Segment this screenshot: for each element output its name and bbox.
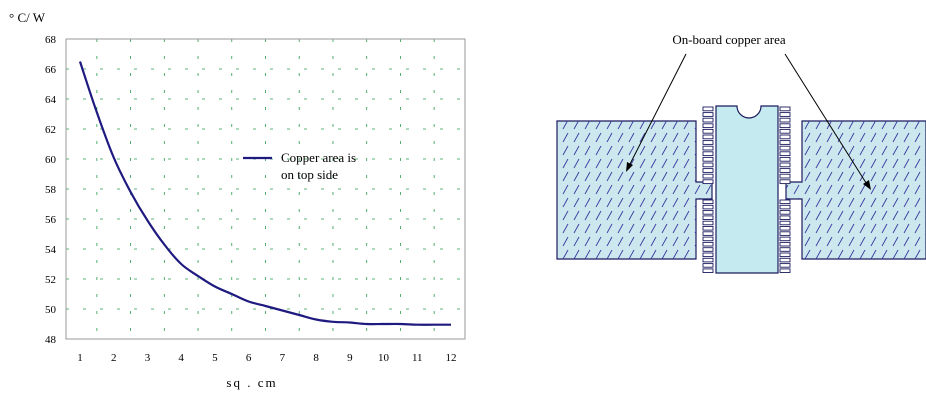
pin-left (702, 263, 714, 268)
pin-right (779, 112, 791, 117)
pin-right (779, 263, 791, 268)
pin-right (779, 145, 791, 151)
pin-right (779, 247, 791, 252)
y-axis-label: ° C/ W (9, 10, 46, 25)
pin-right (779, 179, 791, 185)
y-tick-label: 60 (45, 154, 57, 166)
pin-right (779, 128, 791, 134)
label-arrows (626, 53, 871, 190)
y-tick-label: 54 (45, 244, 57, 256)
x-tick-label: 5 (212, 352, 218, 364)
pin-right (779, 156, 791, 162)
pin-left (702, 117, 714, 123)
x-tick-label: 6 (246, 352, 252, 364)
pin-left (702, 236, 714, 242)
pin-left (702, 179, 714, 185)
series-line-copper-top (78, 61, 451, 326)
pin-left (702, 204, 714, 210)
y-tick-label: 50 (45, 304, 57, 316)
x-axis-label: sq . cm (226, 375, 277, 390)
x-tick-label: 8 (313, 352, 319, 364)
pin-right (779, 215, 791, 220)
legend-entry: Copper area is (281, 150, 356, 165)
ic-pins (702, 106, 791, 273)
y-tick-label: 48 (45, 334, 57, 346)
pin-right (779, 151, 791, 157)
pin-left (702, 199, 714, 205)
pin-left (702, 128, 714, 134)
pin-right (779, 168, 791, 173)
y-tick-label: 66 (45, 64, 57, 76)
pin-right (779, 210, 791, 215)
pin-left (702, 112, 714, 117)
right-copper-area (785, 120, 926, 260)
pin-right (779, 106, 791, 112)
pin-left (702, 210, 714, 215)
pin-right (779, 140, 791, 145)
pin-right (779, 117, 791, 123)
pin-right (779, 173, 791, 179)
pin-left (702, 162, 714, 168)
y-tick-label: 58 (45, 184, 57, 196)
pin-left (702, 241, 714, 247)
x-tick-label: 11 (412, 352, 423, 364)
legend-entry-line2: on top side (281, 167, 338, 182)
pin-left (702, 215, 714, 220)
pin-left (702, 123, 714, 129)
pin-left (702, 226, 714, 231)
pin-left (702, 106, 714, 112)
pin-right (779, 241, 791, 247)
left-copper-area (556, 120, 713, 260)
pin-left (702, 145, 714, 151)
y-tick-label: 62 (45, 124, 56, 136)
pin-left (702, 220, 714, 226)
x-tick-label: 4 (178, 352, 184, 364)
x-tick-label: 10 (378, 352, 390, 364)
pin-right (779, 268, 791, 273)
pin-right (779, 123, 791, 129)
pin-left (702, 257, 714, 263)
pin-left (702, 268, 714, 273)
pin-right (779, 204, 791, 210)
pin-right (779, 231, 791, 236)
y-tick-label: 68 (45, 34, 57, 46)
copper-area-label: On-board copper area (672, 32, 786, 47)
pin-left (702, 231, 714, 236)
x-tick-label: 3 (145, 352, 151, 364)
y-tick-label: 64 (45, 94, 57, 106)
x-tick-label: 2 (111, 352, 117, 364)
pin-left (702, 140, 714, 145)
pin-right (779, 220, 791, 226)
pin-right (779, 257, 791, 263)
y-tick-labels: 48 50 52 54 56 58 60 62 64 66 68 (45, 34, 57, 346)
plot-frame (65, 38, 466, 340)
pin-left (702, 134, 714, 140)
pin-right (779, 236, 791, 242)
y-tick-label: 52 (45, 274, 56, 286)
x-tick-label: 12 (446, 352, 457, 364)
pin-left (702, 173, 714, 179)
pin-left (702, 156, 714, 162)
pin-right (779, 162, 791, 168)
x-tick-label: 1 (77, 352, 83, 364)
ic-package (715, 105, 779, 274)
pin-left (702, 168, 714, 173)
x-tick-label: 7 (280, 352, 286, 364)
pin-left (702, 151, 714, 157)
x-tick-label: 9 (347, 352, 353, 364)
pin-right (779, 134, 791, 140)
pin-left (702, 247, 714, 252)
pin-right (779, 226, 791, 231)
pin-right (779, 199, 791, 205)
pin-right (779, 252, 791, 258)
y-tick-label: 56 (45, 214, 57, 226)
pin-left (702, 252, 714, 258)
x-tick-labels: 1 2 3 4 5 6 7 8 9 10 11 12 (77, 352, 456, 364)
